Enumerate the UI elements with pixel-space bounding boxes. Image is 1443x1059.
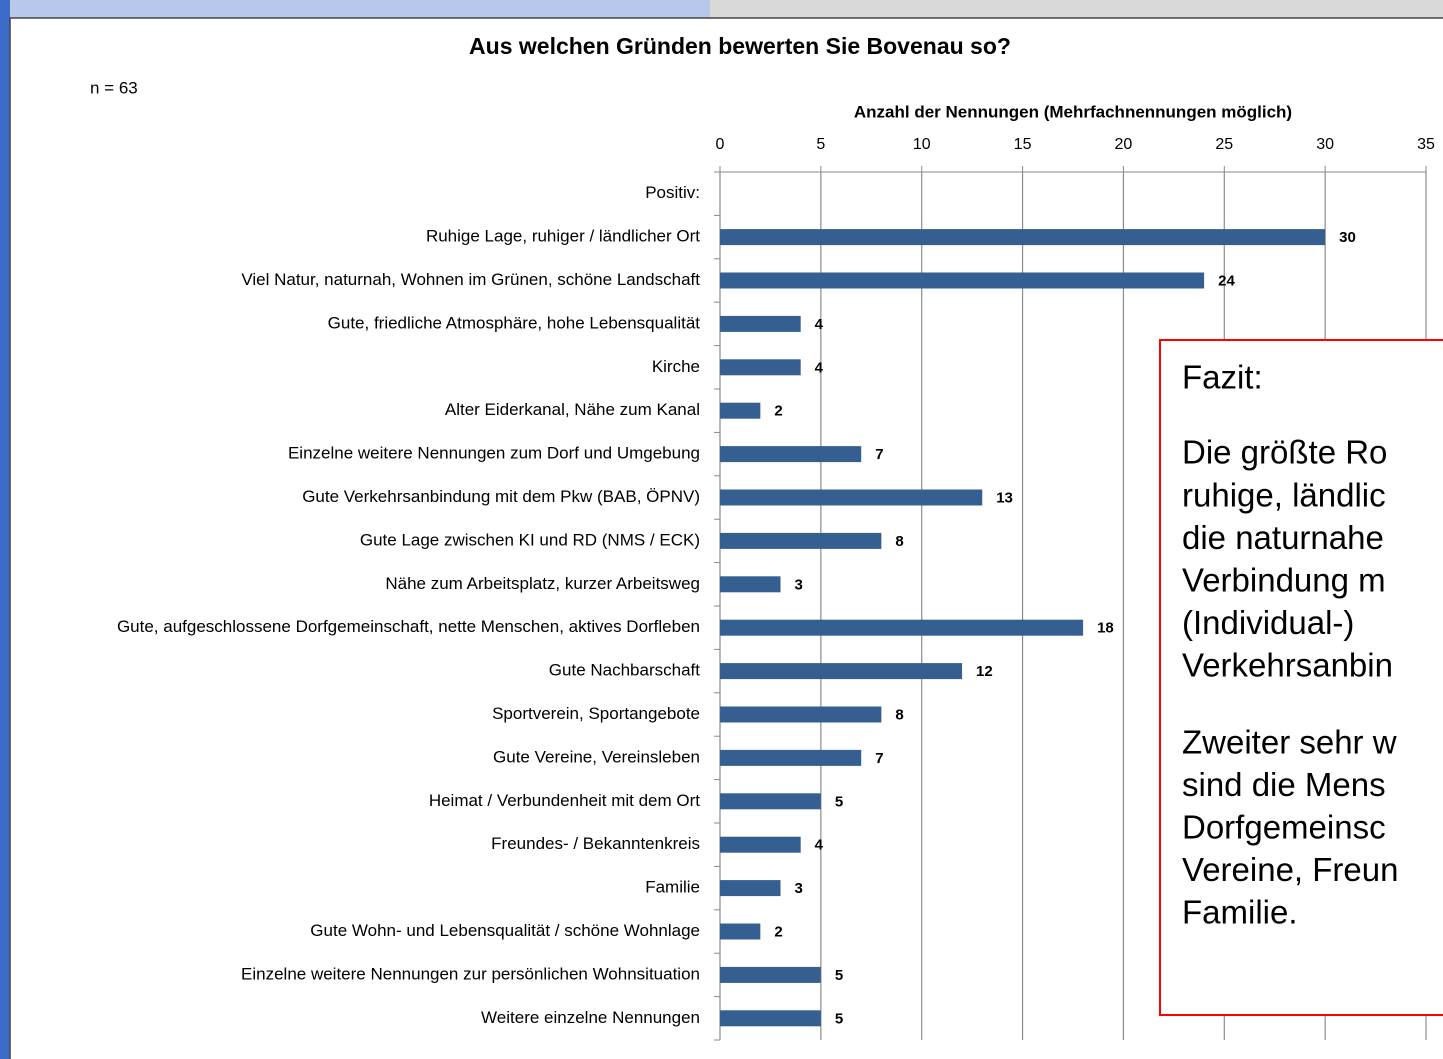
bar: [720, 229, 1326, 246]
top-strip: [710, 0, 1443, 18]
annotation-line: Verkehrsanbin: [1182, 647, 1393, 684]
y-tick-label: Gute Lage zwischen KI und RD (NMS / ECK): [360, 530, 700, 549]
value-label: 7: [875, 446, 883, 463]
annotation-line: Vereine, Freun: [1182, 851, 1398, 888]
value-label: 4: [815, 316, 824, 333]
y-tick-label: Familie: [645, 878, 700, 897]
annotation-line: ruhige, ländlic: [1182, 476, 1386, 513]
y-tick-label: Alter Eiderkanal, Nähe zum Kanal: [445, 400, 700, 419]
bar: [720, 1010, 821, 1027]
x-tick-label: 0: [716, 136, 725, 153]
bar: [720, 966, 821, 983]
bar: [720, 532, 882, 549]
x-tick-label: 30: [1316, 136, 1334, 153]
annotation-line: Die größte Ro: [1182, 434, 1387, 471]
annotation-line: Dorfgemeinsc: [1182, 809, 1386, 846]
y-tick-label: Gute Verkehrsanbindung mit dem Pkw (BAB,…: [302, 487, 700, 506]
axis-label: Anzahl der Nennungen (Mehrfachnennungen …: [854, 102, 1292, 121]
subtitle: n = 63: [90, 78, 138, 97]
value-label: 5: [835, 1010, 843, 1027]
y-tick-label: Einzelne weitere Nennungen zum Dorf und …: [288, 444, 700, 463]
bar: [720, 749, 862, 766]
x-tick-label: 15: [1014, 136, 1032, 153]
y-tick-label: Freundes- / Bekanntenkreis: [491, 834, 700, 853]
y-tick-label: Gute, friedliche Atmosphäre, hohe Lebens…: [328, 313, 701, 332]
y-tick-label: Gute Wohn- und Lebensqualität / schöne W…: [310, 921, 700, 940]
y-tick-label: Weitere einzelne Nennungen: [481, 1008, 700, 1027]
y-tick-label: Positiv:: [645, 183, 700, 202]
value-label: 13: [996, 489, 1013, 506]
value-label: 30: [1339, 229, 1356, 246]
value-label: 24: [1218, 272, 1235, 289]
annotation-title: Fazit:: [1182, 359, 1263, 396]
bar: [720, 272, 1205, 289]
value-label: 4: [815, 359, 824, 376]
bar: [720, 663, 963, 680]
annotation-line: die naturnahe: [1182, 519, 1384, 556]
y-tick-label: Kirche: [652, 357, 700, 376]
bar: [720, 923, 761, 940]
annotation-line: Familie.: [1182, 894, 1298, 931]
bar: [720, 619, 1084, 636]
value-label: 8: [895, 706, 903, 723]
x-tick-label: 10: [913, 136, 931, 153]
bar: [720, 402, 761, 419]
x-tick-label: 5: [816, 136, 825, 153]
value-label: 12: [976, 663, 993, 680]
value-label: 7: [875, 750, 883, 767]
y-tick-label: Nähe zum Arbeitsplatz, kurzer Arbeitsweg: [385, 574, 700, 593]
y-tick-label: Viel Natur, naturnah, Wohnen im Grünen, …: [241, 270, 700, 289]
bar: [720, 315, 801, 332]
bar: [720, 836, 801, 853]
top-strip: [10, 0, 710, 18]
value-label: 3: [795, 576, 803, 593]
bar: [720, 489, 983, 506]
x-tick-label: 20: [1115, 136, 1133, 153]
bar: [720, 576, 781, 593]
value-label: 5: [835, 793, 843, 810]
y-tick-label: Ruhige Lage, ruhiger / ländlicher Ort: [426, 227, 700, 246]
y-tick-label: Einzelne weitere Nennungen zur persönlic…: [241, 964, 700, 983]
annotation-line: (Individual-): [1182, 604, 1354, 641]
x-tick-label: 25: [1215, 136, 1233, 153]
y-tick-label: Gute, aufgeschlossene Dorfgemeinschaft, …: [117, 617, 700, 636]
value-label: 2: [774, 923, 782, 940]
chart-title: Aus welchen Gründen bewerten Sie Bovenau…: [469, 33, 1011, 59]
annotation-box: [1159, 339, 1443, 1016]
bar: [720, 446, 862, 463]
y-tick-label: Sportverein, Sportangebote: [492, 704, 700, 723]
annotation-line: Verbindung m: [1182, 562, 1386, 599]
bar: [720, 706, 882, 723]
annotation-line: sind die Mens: [1182, 766, 1386, 803]
y-tick-label: Gute Nachbarschaft: [549, 661, 700, 680]
value-label: 8: [895, 533, 903, 550]
value-label: 3: [795, 880, 803, 897]
annotation-line: Zweiter sehr w: [1182, 723, 1397, 760]
bar: [720, 359, 801, 376]
value-label: 2: [774, 403, 782, 420]
y-tick-label: Gute Vereine, Vereinsleben: [493, 747, 700, 766]
value-label: 18: [1097, 620, 1114, 637]
x-tick-label: 35: [1417, 136, 1435, 153]
bar: [720, 880, 781, 897]
bar: [720, 793, 821, 810]
value-label: 4: [815, 837, 824, 854]
y-tick-label: Heimat / Verbundenheit mit dem Ort: [429, 791, 700, 810]
value-label: 5: [835, 967, 843, 984]
